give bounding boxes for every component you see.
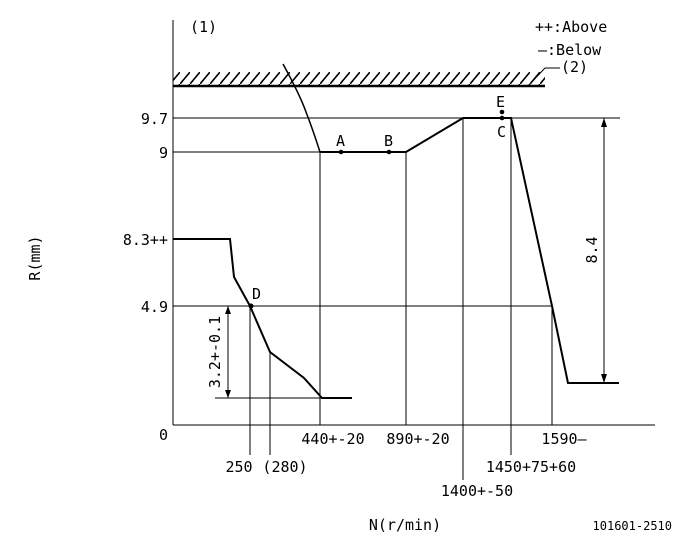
stopper-label: (2): [561, 58, 588, 76]
characteristic-curve-main: [320, 117, 619, 384]
dim-left-arrow-bottom: [225, 390, 231, 398]
x-tick-890: 890+-20: [386, 430, 449, 448]
x-tick-440: 440+-20: [301, 430, 364, 448]
x-tick-280: (280): [262, 458, 307, 476]
diagram-number: (1): [190, 18, 217, 36]
dim-right-arrow-top: [601, 118, 607, 127]
dim-left-arrow-top: [225, 306, 231, 314]
point-b-marker: [386, 149, 392, 155]
y-tick-4.9: 4.9: [141, 298, 168, 316]
dim-right-arrow-bottom: [601, 374, 607, 383]
characteristic-curve-entry: [282, 63, 321, 153]
y-tick-8.3: 8.3++: [123, 231, 168, 249]
point-a-label: A: [336, 132, 345, 150]
x-tick-250: 250: [225, 458, 252, 476]
point-c-label: C: [497, 123, 506, 141]
point-c-marker: [499, 115, 505, 121]
dim-right-label: 8.4: [583, 236, 601, 263]
point-d-marker: [248, 303, 254, 309]
legend-below: —:Below: [538, 41, 602, 59]
y-tick-9: 9: [159, 144, 168, 162]
stopper-hatch: [173, 72, 545, 88]
x-tick-1400: 1400+-50: [441, 482, 513, 500]
y-tick-0: 0: [159, 426, 168, 444]
point-a-marker: [338, 149, 344, 155]
footer-code: 101601-2510: [593, 519, 672, 533]
dim-left-label: 3.2+-0.1: [206, 316, 224, 388]
y-tick-9.7: 9.7: [141, 110, 168, 128]
x-tick-1590: 1590—: [541, 430, 587, 448]
point-e-label: E: [496, 93, 505, 111]
point-d-label: D: [252, 285, 261, 303]
y-axis-label: R(mm): [26, 235, 44, 280]
x-axis-label: N(r/min): [369, 516, 441, 534]
x-tick-1450: 1450+75+60: [486, 458, 576, 476]
point-b-label: B: [384, 132, 393, 150]
legend-above: ++:Above: [535, 18, 607, 36]
stopper-leader: [527, 67, 546, 87]
idle-curve: [173, 238, 352, 399]
point-e-marker: [499, 109, 505, 115]
